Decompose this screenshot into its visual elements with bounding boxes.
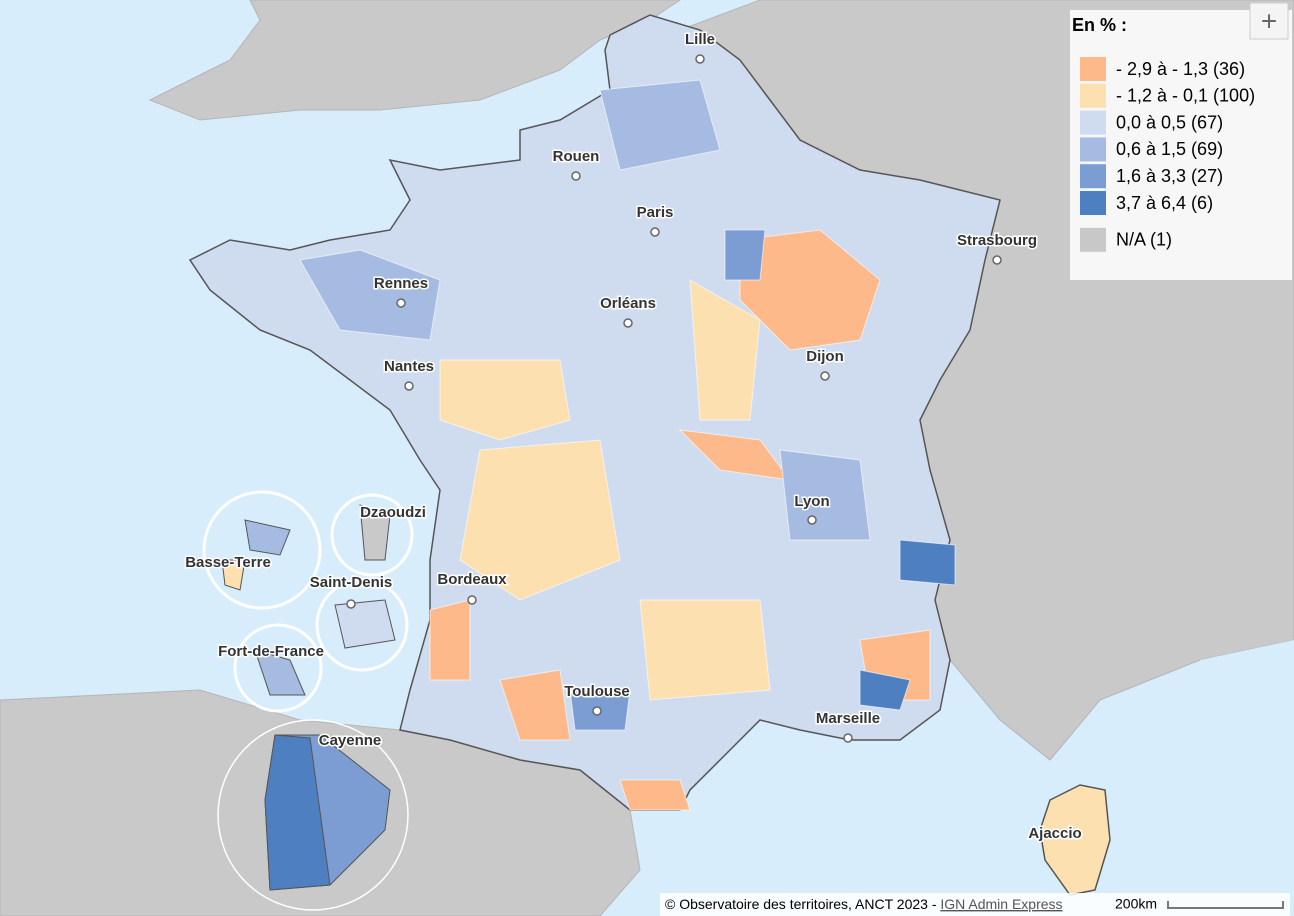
city-label: Lille: [685, 31, 715, 48]
guyane: [264, 734, 331, 891]
city-marker: [571, 171, 581, 181]
city-marker: [650, 227, 660, 237]
legend-swatch: [1080, 57, 1106, 81]
guadeloupe: [244, 519, 291, 556]
region: [779, 449, 871, 541]
city-marker: [623, 318, 633, 328]
legend-label: - 2,9 à - 1,3 (36): [1116, 59, 1245, 79]
city-marker: [695, 54, 705, 64]
region: [859, 669, 911, 711]
legend-label: 0,0 à 0,5 (67): [1116, 112, 1223, 132]
region: [599, 79, 721, 171]
corsica: [1039, 784, 1111, 896]
city-marker: [404, 381, 414, 391]
city-label: Ajaccio: [1028, 825, 1081, 842]
legend-swatch: [1080, 191, 1106, 215]
city-marker: [346, 599, 356, 609]
city-label: Lyon: [794, 493, 829, 510]
france: [188, 14, 1111, 896]
mainland: [188, 14, 1001, 811]
city-label: Toulouse: [564, 683, 630, 700]
region: [619, 779, 691, 811]
city-markers: [346, 54, 1002, 743]
legend-label: 1,6 à 3,3 (27): [1116, 166, 1223, 186]
attribution-text: © Observatoire des territoires, ANCT 202…: [665, 896, 1063, 912]
legend-swatch: [1080, 83, 1106, 108]
legend-label: N/A (1): [1116, 230, 1172, 250]
cities: Lille Rouen Paris Strasbourg Rennes Orlé…: [184, 30, 1083, 844]
credit: © Observatoire des territoires, ANCT 202…: [665, 896, 940, 912]
region: [299, 249, 441, 341]
city-label: Strasbourg: [957, 232, 1037, 249]
region: [689, 279, 761, 421]
city-label: Rouen: [553, 148, 600, 165]
martinique: [254, 649, 306, 696]
city-label: Cayenne: [319, 732, 382, 749]
city-marker: [820, 371, 830, 381]
legend-label: - 1,2 à - 0,1 (100): [1116, 86, 1255, 106]
legend-swatch: [1080, 227, 1106, 252]
attribution: © Observatoire des territoires, ANCT 202…: [660, 893, 1290, 916]
legend-swatch: [1080, 164, 1106, 189]
city-marker: [807, 515, 817, 525]
zoom-label[interactable]: +: [1261, 5, 1277, 36]
legend: En % : - 2,9 à - 1,3 (36) - 1,2 à - 0,1 (…: [1070, 10, 1292, 280]
city-label: Bordeaux: [437, 571, 507, 588]
city-marker: [592, 706, 602, 716]
region: [899, 539, 956, 586]
guadeloupe: [221, 559, 246, 591]
reunion: [334, 599, 396, 649]
city-label: Paris: [637, 204, 674, 221]
overseas: [221, 504, 396, 891]
city-label: Dzaoudzi: [360, 504, 426, 521]
legend-label: 0,6 à 1,5 (69): [1116, 139, 1223, 159]
city-marker: [843, 733, 853, 743]
legend-label: 3,7 à 6,4 (6): [1116, 193, 1213, 213]
uk: [148, 0, 681, 121]
region: [724, 229, 766, 281]
legend-box: [1070, 10, 1292, 280]
region: [739, 229, 881, 351]
circle: [330, 493, 414, 577]
region: [459, 439, 621, 601]
zoom[interactable]: +: [1249, 2, 1289, 40]
circle: [233, 623, 323, 713]
city-label: Dijon: [806, 348, 844, 365]
region: [429, 599, 471, 681]
city-label: Rennes: [374, 275, 428, 292]
overseas-circles: [202, 490, 414, 911]
city-marker: [396, 298, 406, 308]
city-marker: [992, 255, 1002, 265]
region: [499, 669, 571, 741]
mayotte: [359, 504, 391, 561]
city-marker: [467, 595, 477, 605]
city-label: Marseille: [816, 710, 880, 727]
zoom-button[interactable]: [1249, 2, 1289, 40]
city-label: Fort-de-France: [218, 643, 324, 660]
circle: [315, 578, 409, 672]
legend-title: En % :: [1072, 15, 1127, 35]
circle: [217, 719, 409, 911]
legend-swatch: [1080, 110, 1106, 135]
region: [439, 359, 571, 441]
city-label: Nantes: [384, 358, 434, 375]
city-label: Saint-Denis: [310, 574, 393, 591]
scale-label: 200km: [1115, 896, 1157, 912]
city-label: Basse-Terre: [185, 554, 271, 571]
region: [639, 599, 771, 701]
attribution-box: [660, 893, 1290, 916]
legend-swatch: [1080, 137, 1106, 162]
credit-link[interactable]: IGN Admin Express: [940, 896, 1062, 912]
sea-east: [1200, 640, 1294, 916]
circle: [202, 490, 322, 610]
regions: [299, 79, 956, 811]
city-label: Orléans: [600, 295, 656, 312]
scale-bar: [1167, 901, 1284, 909]
